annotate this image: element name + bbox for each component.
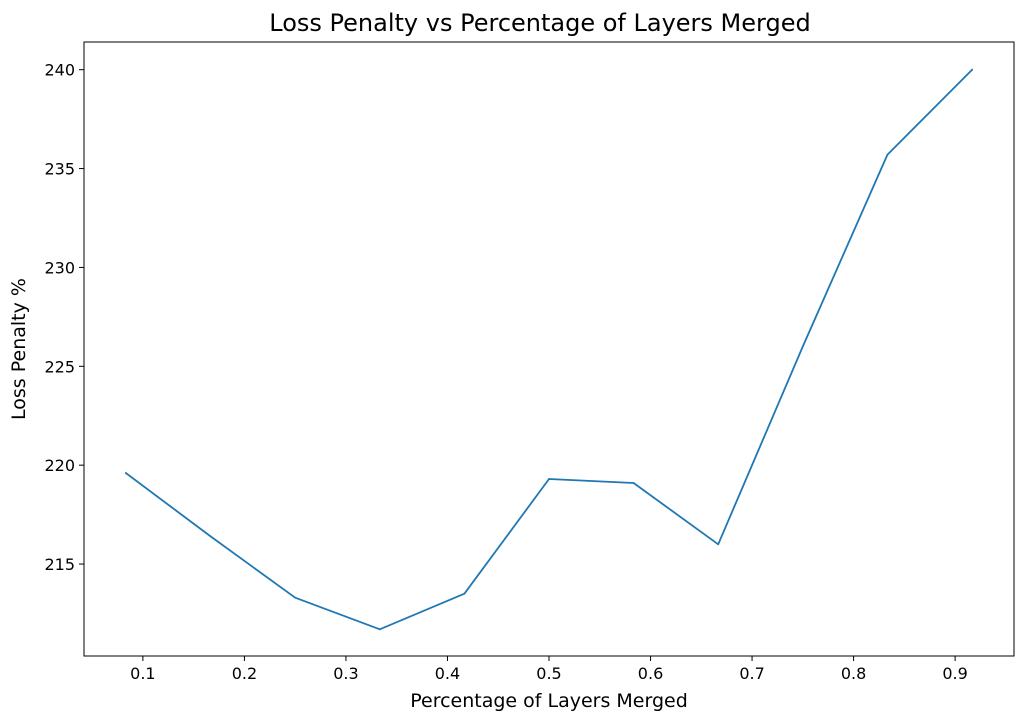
x-tick-label: 0.1 [130,664,155,683]
data-point [801,345,804,348]
x-tick-label: 0.3 [333,664,358,683]
x-axis-label: Percentage of Layers Merged [410,690,688,712]
series-layer [125,68,973,631]
data-point [125,472,127,474]
data-point [294,596,297,599]
y-tick-label: 220 [44,456,75,475]
data-point [717,543,720,546]
y-axis-label: Loss Penalty % [8,278,30,420]
data-point [632,482,635,484]
plot-area [83,41,1015,657]
x-tick-label: 0.5 [536,664,561,683]
y-axis-ticks: 215 220 225 230 235 240 [44,61,84,574]
x-tick-label: 0.7 [739,664,764,683]
series-line-0 [125,68,973,631]
data-point [548,478,550,480]
y-tick-label: 215 [44,555,75,574]
x-tick-label: 0.2 [232,664,257,683]
x-tick-label: 0.9 [942,664,967,683]
chart-title: Loss Penalty vs Percentage of Layers Mer… [269,9,810,37]
data-point [971,68,973,71]
data-point [378,628,381,631]
y-tick-label: 240 [44,61,75,80]
x-tick-label: 0.4 [435,664,460,683]
data-point [209,535,212,538]
data-point [886,153,889,156]
x-axis-ticks: 0.1 0.2 0.3 0.4 0.5 0.6 0.7 0.8 0.9 [130,656,968,683]
x-tick-label: 0.6 [638,664,663,683]
y-tick-label: 235 [44,160,75,179]
x-tick-label: 0.8 [841,664,866,683]
plot-frame [83,41,1015,657]
data-point [463,592,466,595]
y-tick-label: 225 [44,357,75,376]
y-tick-label: 230 [44,258,75,277]
